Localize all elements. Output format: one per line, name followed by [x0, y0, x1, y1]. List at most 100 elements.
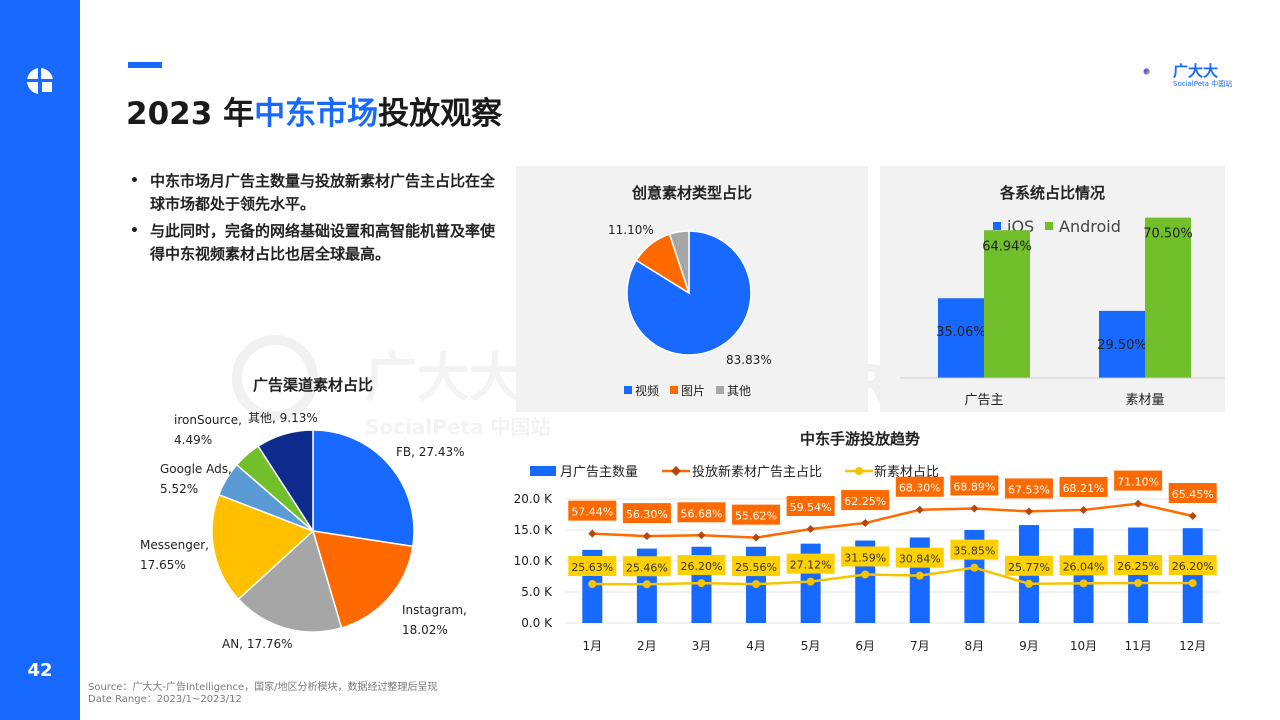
legend-label: 投放新素材广告主占比	[692, 464, 822, 480]
trend-x-tick: 8月	[965, 639, 985, 653]
yellow-data-label: 26.25%	[1117, 560, 1159, 573]
channel-slice-label: Messenger, 17.65%	[140, 538, 209, 572]
yellow-label-bg	[950, 539, 999, 560]
orange-label-bg	[677, 502, 726, 523]
creative-slice-label: 11.10%	[608, 223, 654, 237]
page-number: 42	[27, 660, 53, 681]
os-bar-iOS	[938, 298, 984, 378]
yellow-label-bg	[1004, 555, 1053, 576]
trend-bar	[1073, 528, 1094, 623]
orange-label-bg	[895, 476, 944, 497]
title-highlight: 中东市场	[254, 96, 379, 132]
yellow-point	[1188, 579, 1197, 588]
trend-chart-title: 中东手游投放趋势	[799, 430, 920, 448]
orange-data-label: 56.68%	[680, 507, 722, 520]
yellow-label-bg	[732, 556, 781, 577]
yellow-label-bg	[786, 553, 835, 574]
creative-slice-label: 83.83%	[726, 353, 772, 367]
yellow-point	[806, 577, 815, 586]
key-points: 中东市场月广告主数量与投放新素材广告主占比在全球市场都处于领先水平。 与此同时，…	[128, 170, 498, 266]
yellow-point	[1079, 579, 1088, 588]
creative-chart-title: 创意素材类型占比	[631, 184, 752, 202]
yellow-point	[861, 570, 870, 579]
legend-swatch	[716, 386, 724, 394]
channel-pie-chart: FB, 27.43% Instagram, 18.02% AN, 17.76% Mess…	[140, 411, 467, 651]
trend-bar	[1182, 528, 1203, 623]
legend-swatch	[670, 386, 678, 394]
os-bar-Android	[1145, 217, 1191, 378]
yellow-label-bg	[568, 555, 617, 576]
yellow-point	[588, 579, 597, 588]
trend-x-tick: 4月	[746, 639, 766, 653]
os-category-label: 素材量	[1125, 393, 1164, 408]
key-point: 与此同时，完备的网络基础设置和高智能机普及率使得中东视频素材占比也居全球最高。	[128, 220, 498, 266]
source-note: Source：广大大-广告Intelligence，国家/地区分析模块，数据经过…	[88, 682, 438, 706]
os-chart-title: 各系统占比情况	[999, 184, 1105, 202]
yellow-label-bg	[841, 546, 890, 567]
yellow-label-bg	[622, 556, 671, 577]
yellow-line	[592, 566, 1193, 586]
orange-point	[642, 532, 651, 541]
channel-slice-label: FB, 27.43%	[396, 445, 465, 459]
creative-type-panel: 创意素材类型占比 83.83% 11.10% 视频 图片 其他	[516, 166, 868, 412]
legend-label: 新素材占比	[874, 464, 939, 480]
orange-label-bg	[1168, 483, 1217, 504]
orange-data-label: 67.53%	[1008, 483, 1050, 496]
orange-line	[592, 502, 1193, 539]
key-point: 中东市场月广告主数量与投放新素材广告主占比在全球市场都处于领先水平。	[128, 170, 498, 216]
os-bar-label: 64.94%	[982, 239, 1032, 254]
channel-slice-label: 其他, 9.13%	[248, 411, 318, 425]
legend-label: Android	[1059, 217, 1121, 236]
orange-label-bg	[568, 500, 617, 521]
orange-data-label: 55.62%	[735, 510, 777, 523]
creative-slice-其他	[668, 230, 690, 294]
orange-data-label: 71.10%	[1117, 476, 1159, 489]
trend-x-tick: 1月	[582, 639, 602, 653]
yellow-data-label: 26.20%	[1172, 560, 1214, 573]
trend-y-tick: 15.0 K	[514, 523, 554, 537]
orange-data-label: 56.30%	[626, 508, 668, 521]
legend-marker	[855, 467, 863, 475]
orange-data-label: 68.89%	[953, 480, 995, 493]
orange-data-label: 68.21%	[1063, 482, 1105, 495]
legend-swatch	[1045, 222, 1053, 230]
date-range-line: Date Range：2023/1~2023/12	[88, 694, 242, 705]
yellow-label-bg	[677, 555, 726, 576]
yellow-data-label: 25.77%	[1008, 561, 1050, 574]
legend-swatch	[530, 466, 556, 476]
trend-y-tick: 20.0 K	[514, 492, 554, 506]
channel-slice-label: Instagram, 18.02%	[402, 603, 467, 637]
trend-y-tick: 0.0 K	[521, 616, 553, 630]
yellow-point	[970, 563, 979, 572]
trend-x-tick: 3月	[692, 639, 712, 653]
orange-point	[861, 519, 870, 528]
yellow-point	[1024, 579, 1033, 588]
trend-x-tick: 2月	[637, 639, 657, 653]
orange-point	[697, 531, 706, 540]
channel-slice-Messenger	[211, 493, 315, 601]
yellow-data-label: 26.04%	[1063, 560, 1105, 573]
channel-slice-label: Google Ads, 5.52%	[160, 462, 232, 496]
page-title: 2023 年中东市场投放观察	[126, 88, 502, 133]
channel-slice-Instagram	[311, 530, 414, 629]
yellow-point	[697, 579, 706, 588]
yellow-data-label: 25.46%	[626, 561, 668, 574]
orange-label-bg	[786, 496, 835, 517]
yellow-point	[642, 580, 651, 589]
orange-point	[1024, 507, 1033, 516]
trend-combo-chart: 月广告主数量 投放新素材广告主占比 新素材占比 20.0 K 15.0 K 10.0 K 5…	[514, 464, 1220, 653]
orange-label-bg	[1114, 470, 1163, 491]
legend-marker	[671, 466, 681, 476]
legend-swatch	[993, 222, 1001, 230]
orange-label-bg	[841, 490, 890, 511]
trend-x-tick: 12月	[1179, 639, 1206, 653]
os-bar-label: 70.50%	[1143, 227, 1193, 242]
yellow-data-label: 26.20%	[680, 560, 722, 573]
orange-point	[806, 525, 815, 534]
title-accent-bar	[128, 62, 162, 68]
title-prefix: 2023 年	[126, 96, 255, 132]
legend-label: 月广告主数量	[560, 465, 638, 480]
channel-slice-其他	[257, 429, 314, 534]
os-bar-iOS	[1099, 310, 1145, 378]
